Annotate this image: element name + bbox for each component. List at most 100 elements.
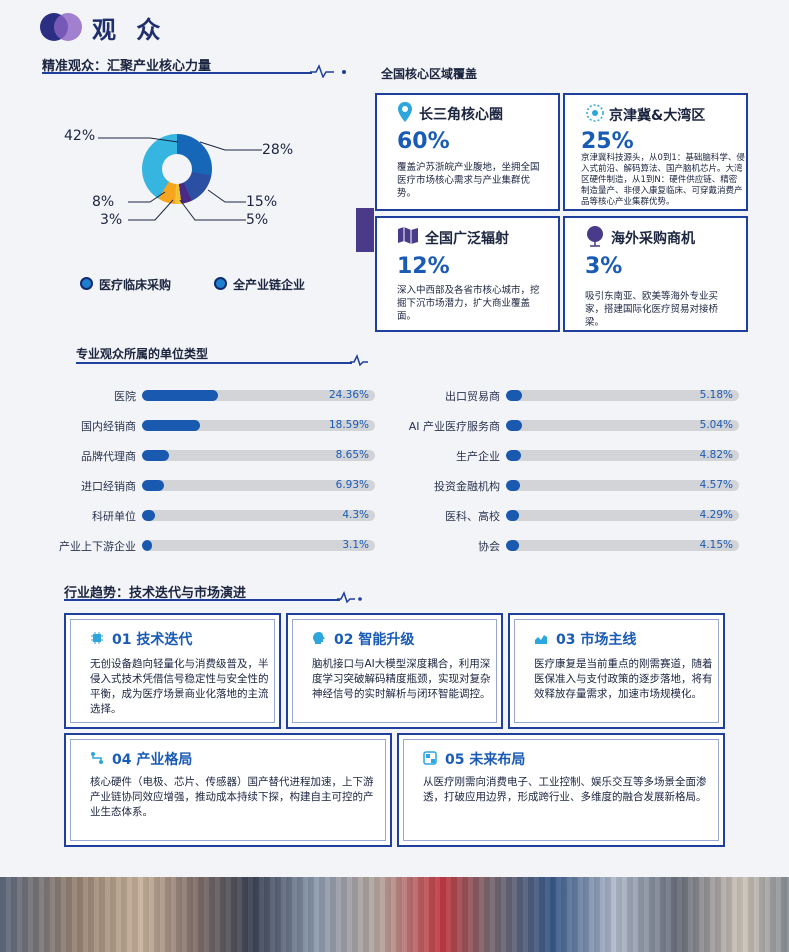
chart-icon: [535, 635, 547, 644]
legend-label-clinical: 医疗临床采购: [99, 278, 172, 292]
bar-label: 产业上下游企业: [59, 540, 136, 553]
region-card-overseas: 海外采购商机 3% 吸引东南亚、欧美等海外专业买家，搭建国际化医疗贸易对接桥梁。: [563, 216, 748, 332]
bar-track: [142, 390, 375, 401]
pulse-line-icon: [350, 354, 368, 367]
bar-label: AI 产业医疗服务商: [408, 420, 500, 433]
bar: [506, 390, 523, 401]
bar: [142, 450, 169, 461]
region-card-pct: 25%: [581, 129, 634, 154]
bar-value-label: 6.93%: [335, 479, 369, 491]
decorative-bar: [356, 208, 374, 252]
exhibition-crowd-photo: [0, 877, 789, 952]
bar-label: 协会: [478, 540, 500, 553]
section-audience-title: 精准观众：汇聚产业核心力量: [42, 59, 212, 74]
exhibition-crowd-photo-texture: [0, 877, 789, 952]
brain-head-icon: [313, 632, 325, 644]
pie-label-42: 42%: [64, 128, 96, 144]
bar-track: [506, 450, 739, 461]
region-card-pct: 3%: [585, 254, 623, 279]
bar-label: 医院: [114, 390, 136, 403]
bar-value-label: 4.82%: [699, 449, 733, 461]
unit-type-title: 专业观众所属的单位类型: [76, 347, 209, 361]
bar: [142, 540, 152, 551]
region-card-yangtze: 长三角核心圈 60% 覆盖沪苏浙皖产业腹地，坐拥全国医疗市场核心需求与产业集群优…: [375, 93, 560, 211]
bar-label: 投资金融机构: [434, 480, 500, 493]
legend-dot-industry: [214, 277, 227, 290]
page-title: 观 众: [92, 16, 167, 44]
bar-track: [506, 540, 739, 551]
unit-type-underline: [76, 362, 352, 364]
bar-value-label: 4.57%: [699, 479, 733, 491]
bar: [142, 390, 218, 401]
bar-value-label: 5.04%: [699, 419, 733, 431]
bar-value-label: 24.36%: [328, 389, 369, 401]
region-card-pct: 12%: [397, 254, 450, 279]
bar: [506, 540, 519, 551]
trend-desc: 无创设备趋向轻量化与消费级普及，半侵入式技术凭借信号稳定性与安全性的平衡，成为医…: [90, 658, 269, 715]
region-card-title: 长三角核心圈: [419, 107, 503, 123]
region-card-desc: 吸引东南亚、欧美等海外专业买家，搭建国际化医疗贸易对接桥梁。: [585, 291, 719, 328]
region-card-national: 全国广泛辐射 12% 深入中西部及各省市核心城市，挖掘下沉市场潜力，扩大商业覆盖…: [375, 216, 560, 332]
bar-track: [506, 480, 739, 491]
pulse-line-icon: [337, 591, 362, 604]
bar-label: 国内经销商: [81, 420, 136, 433]
pie-label-3: 3%: [100, 212, 123, 228]
trend-title: 05 未来布局: [445, 752, 526, 768]
trends-underline: [64, 599, 340, 601]
bar-value-label: 4.15%: [699, 539, 733, 551]
bar-label: 生产企业: [456, 450, 500, 463]
region-card-title: 京津冀&大湾区: [609, 108, 706, 124]
trend-box-3: 03 市场主线 医疗康复是当前重点的刚需赛道，随着医保准入与支付政策的逐步落地，…: [508, 613, 725, 729]
bar-value-label: 4.29%: [699, 509, 733, 521]
bar-track: [506, 510, 739, 521]
bar-track: [506, 390, 739, 401]
map-icon: [398, 227, 418, 244]
pie-label-15: 15%: [246, 194, 278, 210]
trend-desc: 脑机接口与AI大模型深度耦合，利用深度学习突破解码精度瓶颈，实现对复杂神经信号的…: [312, 658, 491, 700]
layout-icon: [423, 751, 437, 765]
target-icon: [586, 104, 604, 122]
pie-chart-hole: [162, 154, 192, 184]
region-card-desc: 京津冀科技源头，从0到1：基础脑科学、侵入式前沿、解码算法、国产脑机芯片。大湾区…: [581, 153, 745, 207]
region-card-desc: 深入中西部及各省市核心城市，挖掘下沉市场潜力，扩大商业覆盖面。: [397, 285, 540, 322]
trend-box-2: 02 智能升级 脑机接口与AI大模型深度耦合，利用深度学习突破解码精度瓶颈，实现…: [286, 613, 503, 729]
bar-track: [142, 540, 375, 551]
pulse-line-icon: [310, 64, 346, 78]
trend-title: 01 技术迭代: [112, 632, 193, 648]
regions-title: 全国核心区域覆盖: [381, 67, 478, 81]
bar: [506, 450, 521, 461]
trends-title: 行业趋势：技术迭代与市场演进: [64, 586, 247, 601]
bar-track: [142, 420, 375, 431]
bar: [506, 420, 522, 431]
location-pin-icon: [398, 102, 412, 122]
trend-box-1: 01 技术迭代 无创设备趋向轻量化与消费级普及，半侵入式技术凭借信号稳定性与安全…: [64, 613, 281, 729]
header-logo-circles: [40, 13, 82, 41]
pie-label-5: 5%: [246, 212, 269, 228]
bar: [142, 510, 156, 521]
region-card-pct: 60%: [397, 129, 450, 154]
bar-label: 医科、高校: [445, 510, 500, 523]
trend-title: 02 智能升级: [334, 632, 415, 648]
chip-icon: [91, 632, 103, 644]
bar: [142, 420, 200, 431]
pie-label-8: 8%: [92, 194, 115, 210]
legend-label-industry: 全产业链企业: [233, 278, 306, 292]
bar-value-label: 18.59%: [328, 419, 369, 431]
bar-value-label: 3.1%: [342, 539, 369, 551]
bar-value-label: 8.65%: [335, 449, 369, 461]
region-card-title: 海外采购商机: [611, 231, 695, 247]
trend-box-4: 04 产业格局 核心硬件（电极、芯片、传感器）国产替代进程加速，上下游产业链协同…: [64, 733, 392, 847]
bar: [506, 480, 521, 491]
region-card-desc: 覆盖沪苏浙皖产业腹地，坐拥全国医疗市场核心需求与产业集群优势。: [397, 162, 540, 199]
section-audience-underline: [42, 72, 312, 74]
globe-icon: [587, 226, 603, 247]
bar-label: 出口贸易商: [445, 390, 500, 403]
region-card-title: 全国广泛辐射: [425, 231, 509, 247]
bar-track: [142, 510, 375, 521]
trend-title: 03 市场主线: [556, 632, 637, 648]
bar-value-label: 5.18%: [699, 389, 733, 401]
trend-title: 04 产业格局: [112, 752, 193, 768]
bar-label: 进口经销商: [81, 480, 136, 493]
bar-track: [506, 420, 739, 431]
pie-leader-lines: [98, 137, 262, 221]
